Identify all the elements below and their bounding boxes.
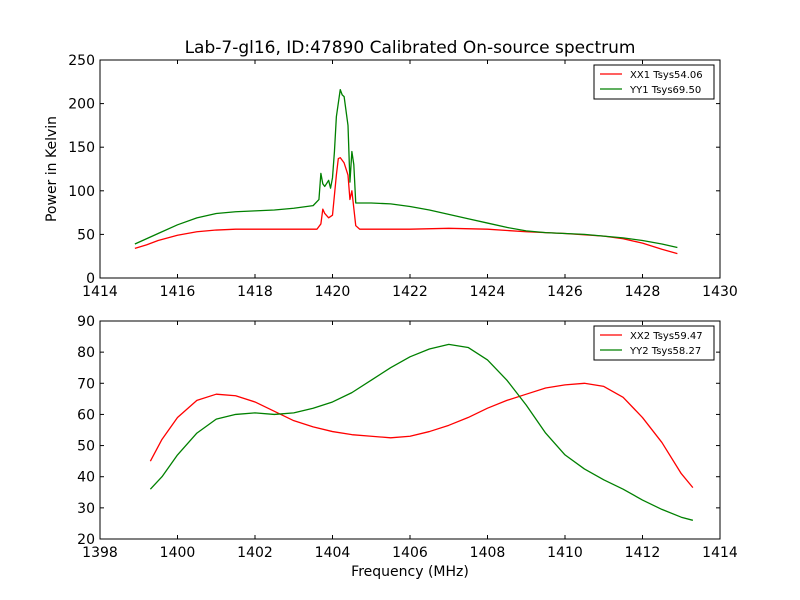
y-tick-label: 50 xyxy=(77,439,95,455)
x-tick-label: 1412 xyxy=(625,545,661,561)
y-tick-label: 50 xyxy=(77,227,95,243)
x-tick-label: 1416 xyxy=(160,284,196,300)
y-tick-label: 250 xyxy=(68,53,95,69)
x-tick-label: 1408 xyxy=(470,545,506,561)
x-tick-label: 1402 xyxy=(237,545,273,561)
x-tick-label: 1420 xyxy=(315,284,351,300)
x-tick-label: 1410 xyxy=(547,545,583,561)
y-tick-label: 150 xyxy=(68,140,95,156)
x-tick-label: 1418 xyxy=(237,284,273,300)
y-tick-label: 100 xyxy=(68,184,95,200)
bottom-spectrum-plot: 1398 1400 1402 1404 1406 1408 1410 1412 1414 20 30… xyxy=(77,314,738,561)
legend-label: YY1 Tsys69.50 xyxy=(629,85,701,96)
series-line-1-2 xyxy=(134,89,678,249)
x-tick-label: 1428 xyxy=(625,284,661,300)
x-tick-label: 1404 xyxy=(315,545,351,561)
y-tick-label: 40 xyxy=(77,470,95,486)
y-tick-label: 20 xyxy=(77,532,95,548)
y-tick-label: 30 xyxy=(77,501,95,517)
y-tick-label: 200 xyxy=(68,97,95,113)
x-tick-label: 1400 xyxy=(160,545,196,561)
legend-label: XX2 Tsys59.47 xyxy=(630,331,703,342)
series-line-2-1 xyxy=(149,382,694,489)
legend: XX2 Tsys59.47 YY2 Tsys58.27 xyxy=(593,325,715,361)
y-axis-label: Power in Kelvin xyxy=(44,116,60,222)
y-tick-label: 80 xyxy=(77,345,95,361)
legend-label: YY2 Tsys58.27 xyxy=(629,346,701,357)
legend-label: XX1 Tsys54.06 xyxy=(630,70,703,81)
y-tick-label: 70 xyxy=(77,376,95,392)
legend-box xyxy=(593,325,715,361)
x-tick-label: 1430 xyxy=(702,284,738,300)
legend: XX1 Tsys54.06 YY1 Tsys69.50 xyxy=(593,64,715,100)
x-tick-label: 1414 xyxy=(82,284,118,300)
x-tick-label: 1424 xyxy=(470,284,506,300)
x-axis-label: Frequency (MHz) xyxy=(351,564,469,580)
legend-box xyxy=(593,64,715,100)
x-tick-label: 1422 xyxy=(392,284,428,300)
x-tick-label: 1398 xyxy=(82,545,118,561)
top-spectrum-plot: 1414 1416 1418 1420 1422 1424 1426 1428 1430 0 50 1… xyxy=(68,53,738,300)
series-line-2-2 xyxy=(149,343,694,521)
y-tick-label: 90 xyxy=(77,314,95,330)
chart-title: Lab-7-gl16, ID:47890 Calibrated On-sourc… xyxy=(185,38,636,58)
x-tick-label: 1414 xyxy=(702,545,738,561)
x-tick-label: 1406 xyxy=(392,545,428,561)
series-line-1-1 xyxy=(134,157,678,255)
x-tick-label: 1426 xyxy=(547,284,583,300)
y-tick-label: 60 xyxy=(77,407,95,423)
y-tick-label: 0 xyxy=(86,271,95,287)
